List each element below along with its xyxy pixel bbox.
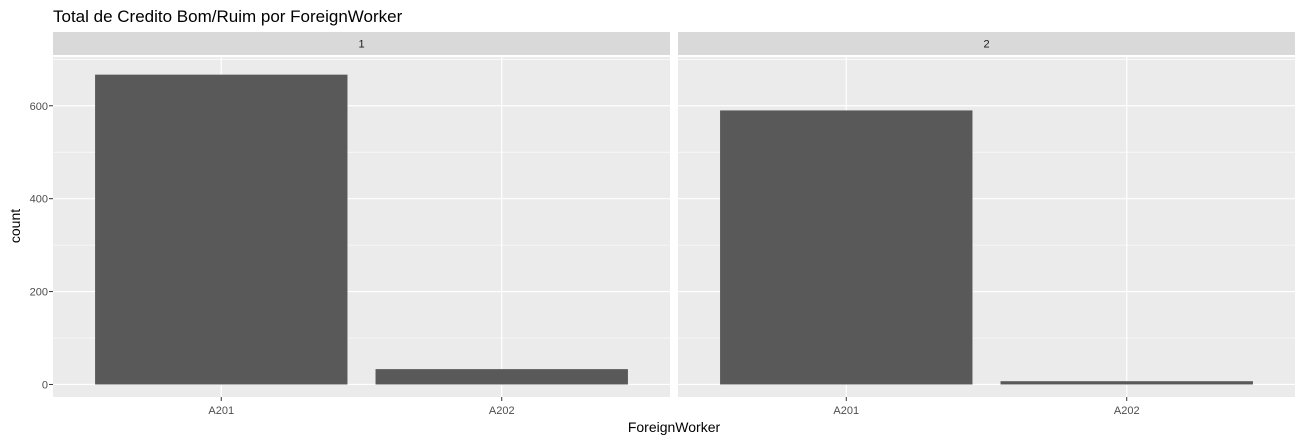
bar-a202 (375, 369, 628, 385)
y-tick-label: 200 (30, 287, 48, 299)
facet-strip (53, 32, 670, 55)
facet-panel-1: 1 (53, 32, 670, 397)
y-tick-label: 400 (30, 194, 48, 206)
x-tick-label: A201 (833, 405, 859, 417)
facet-strip-label: 1 (358, 39, 364, 51)
x-tick-label: A202 (489, 405, 515, 417)
bar-a201 (720, 110, 973, 385)
bar-a201 (95, 74, 348, 385)
x-tick-label: A201 (208, 405, 234, 417)
y-tick-label: 0 (42, 379, 48, 391)
x-axis-label: ForeignWorker (628, 419, 721, 435)
facet-strip-label: 2 (983, 39, 989, 51)
bar-a202 (1000, 381, 1253, 385)
y-tick-label: 600 (30, 101, 48, 113)
facet-strip (678, 32, 1295, 55)
x-tick-label: A202 (1114, 405, 1140, 417)
facet-panel-2: 2 (678, 32, 1295, 397)
y-axis-label: count (7, 209, 23, 243)
chart-title: Total de Credito Bom/Ruim por ForeignWor… (53, 7, 403, 26)
